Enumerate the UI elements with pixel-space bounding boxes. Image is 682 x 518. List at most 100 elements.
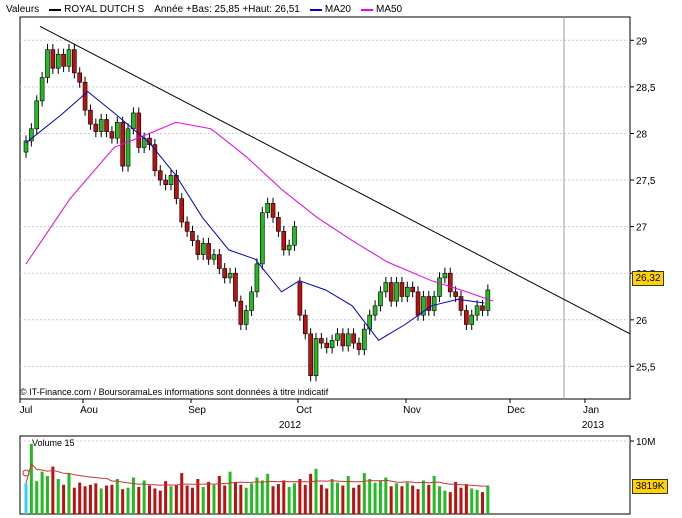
candle-up bbox=[394, 282, 399, 302]
legend-ma50-swatch bbox=[360, 8, 373, 11]
volume-bar bbox=[137, 486, 141, 514]
volume-bar bbox=[40, 471, 44, 514]
volume-bar bbox=[121, 489, 125, 514]
candle-up bbox=[243, 310, 249, 325]
candle-up bbox=[421, 296, 426, 316]
volume-bar bbox=[169, 486, 173, 514]
copyright-text: © IT-Finance.com / BoursoramaLes informa… bbox=[20, 387, 329, 397]
volume-bar bbox=[217, 476, 221, 514]
volume-bar bbox=[454, 481, 458, 514]
volume-title: Volume 15 bbox=[32, 438, 75, 448]
candle-up bbox=[286, 244, 292, 251]
volume-bar bbox=[158, 490, 162, 514]
volume-bar bbox=[405, 482, 409, 514]
candle-down bbox=[281, 230, 287, 251]
volume-bar bbox=[233, 481, 237, 514]
candle-up bbox=[335, 333, 340, 341]
month-label: Oct bbox=[296, 405, 312, 416]
candle-down bbox=[179, 198, 185, 223]
volume-bar bbox=[56, 478, 60, 514]
candle-up bbox=[372, 305, 378, 316]
volume-bar bbox=[443, 490, 447, 514]
volume-bar bbox=[207, 481, 211, 514]
candle-up bbox=[329, 340, 335, 349]
candle-down bbox=[233, 272, 238, 302]
volume-bar bbox=[88, 484, 92, 514]
candle-up bbox=[474, 305, 480, 316]
price-tick-label: 29 bbox=[636, 36, 648, 47]
candle-up bbox=[200, 243, 206, 255]
candle-down bbox=[324, 342, 330, 349]
candle-down bbox=[351, 333, 356, 344]
trendline bbox=[39, 25, 631, 335]
volume-bar bbox=[330, 478, 334, 514]
price-tick-label: 27,5 bbox=[636, 176, 656, 187]
volume-bar bbox=[99, 488, 103, 514]
candle-down bbox=[356, 342, 362, 350]
volume-bar bbox=[378, 480, 382, 514]
candle-down bbox=[464, 310, 469, 325]
volume-bar bbox=[438, 486, 442, 514]
candle-up bbox=[249, 291, 254, 311]
volume-bar bbox=[196, 478, 200, 514]
month-label: Jan bbox=[583, 405, 599, 416]
month-label: Sep bbox=[188, 405, 206, 416]
candle-up bbox=[125, 128, 131, 167]
volume-bar bbox=[293, 483, 297, 514]
volume-bar bbox=[244, 487, 248, 514]
volume-bar bbox=[298, 478, 302, 514]
candle-down bbox=[157, 170, 163, 181]
legend: Valeurs ROYAL DUTCH S Année +Bas: 25,85 … bbox=[6, 3, 402, 16]
price-tick-label: 27 bbox=[636, 223, 648, 234]
candle-down bbox=[319, 338, 324, 344]
candle-down bbox=[72, 49, 77, 74]
candle-up bbox=[404, 286, 410, 297]
candle-down bbox=[152, 144, 158, 172]
year-label: 2013 bbox=[582, 420, 605, 431]
candle-up bbox=[23, 140, 29, 153]
candle-down bbox=[190, 230, 195, 241]
volume-bar bbox=[325, 488, 329, 514]
candle-down bbox=[276, 217, 281, 232]
volume-bar bbox=[239, 484, 243, 514]
candle-up bbox=[292, 226, 297, 246]
volume-bar bbox=[105, 485, 109, 514]
volume-bar bbox=[335, 482, 339, 514]
volume-bar bbox=[180, 473, 184, 514]
candle-down bbox=[388, 282, 394, 302]
candle-up bbox=[362, 328, 367, 350]
volume-bar bbox=[384, 477, 388, 514]
volume-bar bbox=[303, 484, 307, 514]
volume-bar bbox=[421, 480, 425, 514]
volume-bar bbox=[201, 486, 205, 514]
candle-up bbox=[66, 49, 72, 67]
volume-bar bbox=[126, 487, 130, 514]
candle-up bbox=[168, 175, 174, 186]
candle-up bbox=[265, 203, 270, 213]
price-plot-frame bbox=[19, 16, 631, 400]
ma20-line bbox=[25, 90, 485, 341]
volume-bar bbox=[352, 487, 356, 514]
candle-down bbox=[109, 131, 115, 139]
candle-up bbox=[131, 112, 136, 130]
volume-bar bbox=[164, 481, 168, 514]
volume-bar bbox=[271, 486, 275, 514]
candle-up bbox=[254, 263, 260, 293]
price-tick-label: 28 bbox=[636, 129, 648, 140]
volume-bar bbox=[282, 480, 286, 514]
candle-up bbox=[378, 291, 383, 307]
volume-bar bbox=[368, 478, 372, 514]
volume-bar bbox=[115, 478, 119, 514]
candle-up bbox=[442, 272, 448, 279]
month-label: Dec bbox=[507, 405, 525, 416]
candle-down bbox=[447, 272, 453, 293]
candle-down bbox=[270, 203, 276, 218]
volume-bar bbox=[400, 486, 404, 514]
candle-up bbox=[29, 128, 34, 142]
volume-bar bbox=[255, 477, 259, 514]
legend-year-stats: Année +Bas: 25,85 +Haut: 26,51 bbox=[154, 4, 300, 15]
volume-bar bbox=[309, 473, 313, 514]
volume-bar bbox=[45, 476, 49, 514]
candle-up bbox=[437, 277, 442, 297]
volume-bar bbox=[346, 476, 350, 514]
